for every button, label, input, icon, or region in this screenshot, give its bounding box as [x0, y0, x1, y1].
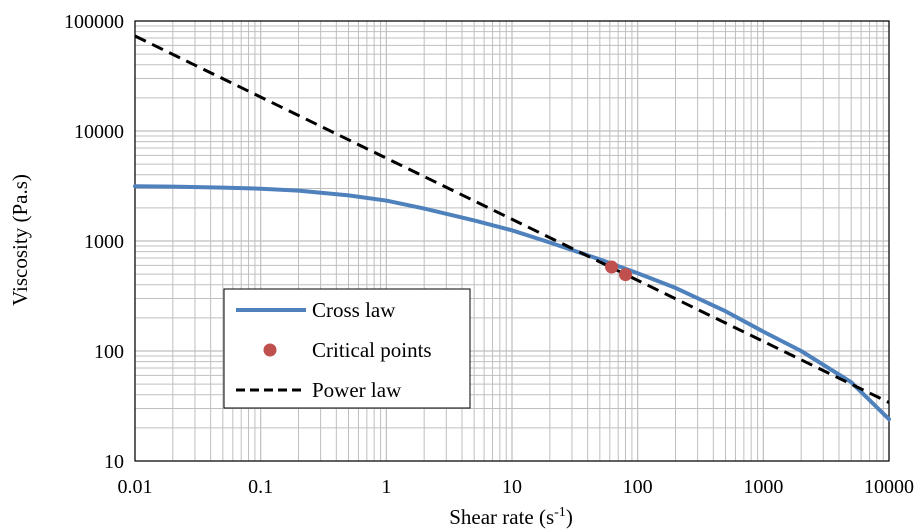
x-tick-labels: 0.01 0.1 1 10 100 1000 10000	[118, 476, 915, 498]
legend-label-cross-law: Cross law	[312, 298, 396, 322]
y-axis-title: Viscosity (Pa.s)	[8, 174, 32, 306]
data-point-critical-points	[605, 260, 619, 274]
series-line-power-law	[134, 34, 890, 404]
x-tick-label: 1000	[743, 476, 783, 498]
x-tick-label: 10000	[864, 476, 914, 498]
series-layer	[133, 34, 891, 422]
x-tick-label: 10	[502, 476, 522, 498]
y-tick-labels: 10 100 1000 10000 100000	[64, 11, 124, 473]
y-tick-label: 1000	[84, 231, 124, 253]
series-line-cross-law	[133, 184, 891, 422]
x-tick-label: 0.01	[118, 476, 153, 498]
plot-area-frame	[134, 20, 890, 462]
x-tick-label: 0.1	[248, 476, 273, 498]
legend-label-power-law: Power law	[312, 378, 402, 402]
y-tick-label: 100	[94, 341, 124, 363]
x-axis-title: Shear rate (s-1)	[449, 505, 573, 529]
x-tick-label: 100	[623, 476, 653, 498]
data-point-critical-points	[618, 268, 632, 282]
y-tick-label: 10	[104, 451, 124, 473]
legend: Cross law Critical points Power law	[223, 288, 471, 409]
legend-swatch-critical-points	[263, 343, 277, 357]
legend-label-critical-points: Critical points	[312, 338, 432, 362]
y-tick-label: 10000	[74, 121, 124, 143]
y-tick-label: 100000	[64, 11, 124, 33]
x-tick-label: 1	[381, 476, 391, 498]
